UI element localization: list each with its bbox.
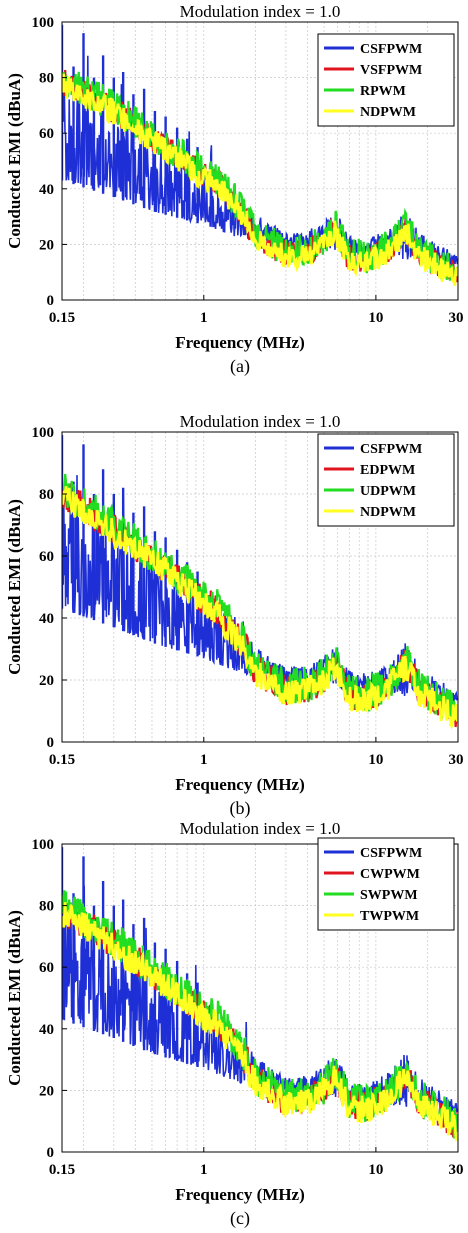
y-tick-label: 0 bbox=[47, 1145, 55, 1161]
legend: CSFPWM VSFPWM RPWM NDPWM bbox=[317, 33, 455, 127]
figure-caption: (a) bbox=[230, 356, 250, 377]
series-group bbox=[62, 847, 458, 1141]
y-axis-label: Conducted EMI (dBuA) bbox=[5, 910, 24, 1086]
x-axis-label: Frequency (MHz) bbox=[175, 1185, 305, 1204]
emi-chart-c: Modulation index = 1.0 0 20 40 60 80 100 0.15 1 1… bbox=[5, 819, 464, 1229]
y-tick-label: 60 bbox=[39, 126, 54, 142]
y-tick-label: 60 bbox=[39, 549, 54, 565]
y-tick-label: 100 bbox=[32, 837, 55, 853]
figure-caption: (c) bbox=[230, 1208, 250, 1228]
y-tick-label: 80 bbox=[39, 899, 54, 915]
legend-label-swpwm: SWPWM bbox=[360, 888, 418, 903]
legend-label-edpwm: EDPWM bbox=[360, 463, 415, 478]
x-tick-label: 10 bbox=[368, 752, 383, 768]
y-tick-label: 100 bbox=[32, 15, 55, 31]
legend-label-csfpwm: CSFPWM bbox=[360, 846, 422, 861]
y-tick-label: 0 bbox=[47, 735, 55, 751]
legend-label-csfpwm: CSFPWM bbox=[360, 442, 422, 457]
x-tick-label: 0.15 bbox=[49, 1162, 75, 1178]
chart-title: Modulation index = 1.0 bbox=[180, 2, 341, 21]
series-group bbox=[62, 435, 458, 730]
legend-label-csfpwm: CSFPWM bbox=[360, 42, 422, 57]
legend-label-rpwm: RPWM bbox=[360, 84, 406, 99]
x-tick-label: 30 bbox=[449, 310, 464, 326]
y-tick-label: 80 bbox=[39, 71, 54, 87]
legend-label-vsfpwm: VSFPWM bbox=[360, 63, 422, 78]
x-tick-label: 0.15 bbox=[49, 310, 75, 326]
legend-label-ndpwm: NDPWM bbox=[360, 505, 416, 520]
legend-label-cwpwm: CWPWM bbox=[360, 867, 420, 882]
x-axis-label: Frequency (MHz) bbox=[175, 333, 305, 352]
axes-frame bbox=[61, 431, 459, 743]
legend-label-ndpwm: NDPWM bbox=[360, 105, 416, 120]
chart-title: Modulation index = 1.0 bbox=[180, 820, 341, 838]
x-tick-label: 30 bbox=[449, 752, 464, 768]
legend-label-udpwm: UDPWM bbox=[360, 484, 416, 499]
legend-label-twpwm: TWPWM bbox=[360, 909, 419, 924]
axes-frame bbox=[61, 21, 459, 301]
series-group bbox=[62, 24, 458, 286]
x-tick-label: 0.15 bbox=[49, 752, 75, 768]
y-tick-label: 40 bbox=[39, 182, 54, 198]
x-tick-label: 1 bbox=[200, 310, 208, 326]
legend: CSFPWM EDPWM UDPWM NDPWM bbox=[317, 433, 455, 527]
y-tick-label: 40 bbox=[39, 1022, 54, 1038]
y-tick-label: 20 bbox=[39, 673, 54, 689]
chart-panel-b: Modulation index = 1.0 0 20 40 60 80 100 0.15 1 1… bbox=[0, 410, 468, 820]
chart-panel-c: Modulation index = 1.0 0 20 40 60 80 100 0.15 1 1… bbox=[0, 819, 468, 1229]
y-tick-label: 100 bbox=[32, 425, 55, 441]
y-tick-label: 20 bbox=[39, 1083, 54, 1099]
axes-frame bbox=[61, 843, 459, 1153]
y-axis-label: Conducted EMI (dBuA) bbox=[5, 73, 24, 249]
chart-panel-a: Modulation index = 1.0 0 20 40 60 80 100 0.15 1 1… bbox=[0, 0, 468, 410]
y-tick-label: 80 bbox=[39, 487, 54, 503]
y-tick-label: 0 bbox=[47, 293, 55, 309]
x-tick-label: 10 bbox=[368, 1162, 383, 1178]
series-line-ndpwm bbox=[62, 73, 458, 286]
x-tick-label: 10 bbox=[368, 310, 383, 326]
series-line-ndpwm bbox=[62, 485, 458, 730]
emi-chart-b: Modulation index = 1.0 0 20 40 60 80 100 0.15 1 1… bbox=[5, 412, 464, 819]
y-tick-label: 60 bbox=[39, 960, 54, 976]
legend: CSFPWM CWPWM SWPWM TWPWM bbox=[317, 837, 455, 931]
chart-title: Modulation index = 1.0 bbox=[180, 412, 341, 431]
emi-chart-a: Modulation index = 1.0 0 20 40 60 80 100 0.15 1 1… bbox=[5, 2, 464, 377]
x-tick-label: 1 bbox=[200, 752, 208, 768]
y-axis-label: Conducted EMI (dBuA) bbox=[5, 499, 24, 675]
y-tick-label: 40 bbox=[39, 611, 54, 627]
figure-caption: (b) bbox=[230, 798, 251, 819]
x-tick-label: 1 bbox=[200, 1162, 208, 1178]
x-axis-label: Frequency (MHz) bbox=[175, 775, 305, 794]
y-tick-label: 20 bbox=[39, 237, 54, 253]
x-tick-label: 30 bbox=[449, 1162, 464, 1178]
series-line-twpwm bbox=[62, 902, 458, 1141]
